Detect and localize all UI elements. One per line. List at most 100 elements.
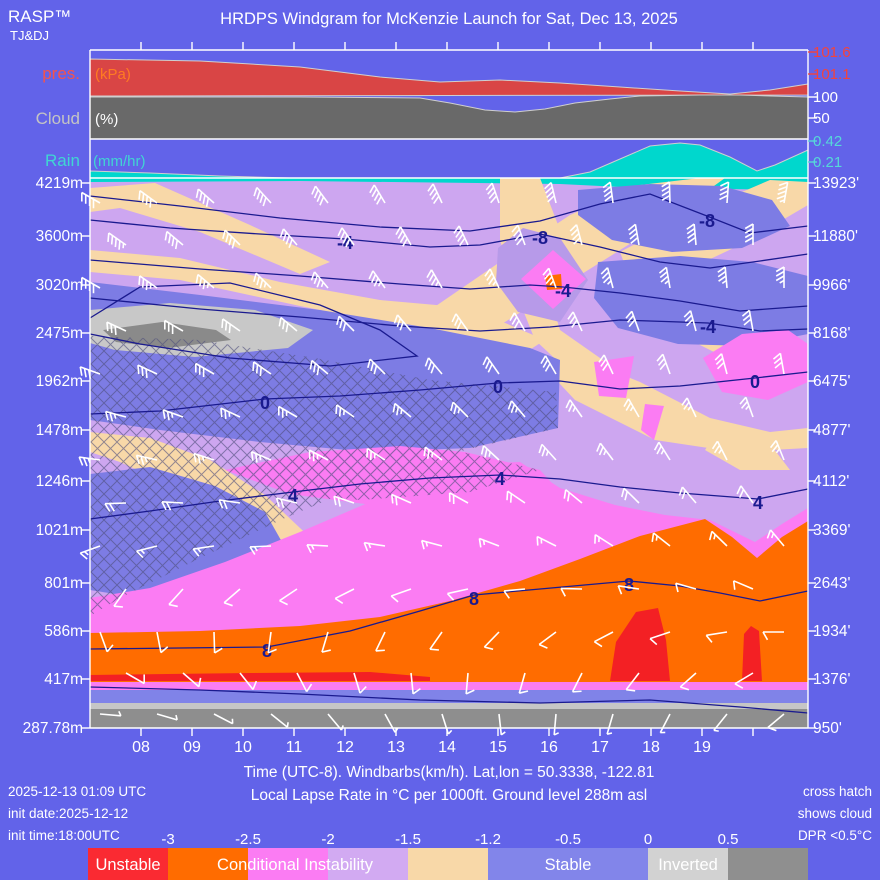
wind-barb	[135, 454, 158, 466]
legend-tick-label: -0.5	[555, 831, 581, 848]
wind-barb	[253, 272, 272, 289]
cloud-scale-label: 50	[813, 110, 830, 127]
wind-barb	[717, 266, 728, 289]
altitude-label-ft: 8168'	[813, 325, 850, 342]
wind-barb	[390, 493, 412, 506]
hour-label: 12	[336, 739, 354, 756]
wind-barb	[482, 356, 500, 375]
wind-barb	[335, 404, 355, 418]
wind-barb	[649, 631, 671, 646]
altitude-label-m: 3020m	[36, 277, 83, 294]
wind-barb	[446, 588, 469, 601]
altitude-label-ft: 4112'	[813, 473, 849, 490]
hatch-note-3: DPR <0.5°C	[798, 828, 872, 843]
wind-barb	[480, 445, 500, 461]
wind-barb	[623, 398, 640, 418]
contour-label: -8	[699, 211, 715, 231]
wind-barb	[310, 271, 329, 289]
wind-barb	[478, 537, 500, 548]
wind-barb	[279, 228, 298, 248]
wind-barb	[453, 225, 469, 247]
wind-barb	[306, 543, 329, 554]
wind-barb	[719, 181, 730, 204]
wind-barb	[270, 713, 289, 728]
wind-barb	[311, 185, 329, 206]
wind-barb	[596, 442, 614, 461]
wind-barb	[195, 188, 215, 207]
run-timestamp: 2025-12-13 01:09 UTC	[8, 784, 146, 799]
wind-barb	[503, 588, 526, 599]
hour-label: 10	[234, 739, 252, 756]
contour-label: 4	[288, 486, 298, 506]
wind-barb	[518, 672, 529, 694]
wind-barb	[741, 309, 754, 332]
wind-barbs-layer	[78, 181, 789, 736]
cloud-hatch-region-1	[230, 447, 540, 500]
contour-label: 0	[750, 372, 760, 392]
wind-barb	[766, 529, 785, 547]
wind-barb	[195, 273, 215, 290]
wind-barb	[448, 492, 469, 505]
red-blob	[610, 608, 670, 681]
blue-region-topright1	[578, 184, 790, 252]
wind-barb	[762, 631, 784, 641]
legend-segment-4	[408, 848, 488, 880]
wind-barb	[427, 183, 443, 205]
wind-barb	[600, 267, 614, 289]
wind-barb	[598, 354, 614, 375]
hatch-note-2: shows cloud	[798, 806, 872, 821]
hour-label: 13	[387, 739, 405, 756]
wind-barb	[653, 441, 671, 461]
hour-label: 14	[438, 739, 456, 756]
legend-tick-label: -2.5	[235, 831, 261, 848]
wind-barb	[353, 672, 367, 694]
wind-barb	[507, 400, 526, 418]
wind-barb	[125, 672, 145, 685]
axis-labels-layer: 4219m 3600m 3020m 2475m 1962m 1478m 1246m 1021m…	[23, 44, 859, 756]
wind-barb	[367, 358, 386, 375]
red-column	[742, 626, 762, 681]
wind-barb	[104, 410, 127, 422]
wind-barb	[267, 631, 277, 654]
wind-barb	[192, 545, 215, 557]
hour-label: 16	[540, 739, 558, 756]
rain-band-label: Rain	[45, 151, 80, 170]
wind-barb	[420, 539, 443, 550]
wind-barb	[736, 485, 754, 504]
wind-barb	[368, 270, 386, 289]
wind-barb	[213, 713, 234, 725]
legend-segment-3	[328, 848, 408, 880]
legend-tick-label: -3	[161, 831, 174, 848]
wind-barb	[275, 497, 298, 509]
temperature-contour-7	[89, 580, 809, 650]
wind-barb	[107, 232, 127, 250]
wind-barb	[99, 631, 114, 653]
wind-barb	[369, 184, 386, 205]
wind-barb	[164, 319, 184, 334]
contour-label: 4	[495, 469, 505, 489]
temperature-contour-5	[89, 371, 809, 415]
wind-barb	[106, 321, 127, 335]
wind-barb	[498, 713, 506, 736]
altitude-label-ft: 9966'	[813, 277, 850, 294]
wind-barb	[678, 486, 697, 504]
wind-barb	[509, 312, 526, 332]
wind-barb	[542, 267, 557, 289]
wind-barb	[686, 223, 697, 246]
wind-barb	[334, 588, 355, 605]
wind-barb	[395, 226, 412, 247]
wind-barb	[769, 440, 785, 461]
wind-barb	[560, 587, 583, 597]
wind-barb	[683, 310, 697, 332]
pressure-scale-label: 101.6	[813, 44, 851, 61]
contour-label: 8	[469, 589, 479, 609]
wind-barb	[540, 355, 557, 375]
wind-barb	[99, 711, 122, 717]
pressure-band-unit: (kPa)	[95, 66, 131, 83]
rain-scale-label: 0.21	[813, 154, 842, 171]
wind-barb	[506, 490, 526, 504]
wind-barb	[681, 397, 697, 418]
wind-barb	[625, 672, 640, 692]
wind-barb	[182, 672, 202, 688]
wind-barb	[156, 713, 178, 721]
